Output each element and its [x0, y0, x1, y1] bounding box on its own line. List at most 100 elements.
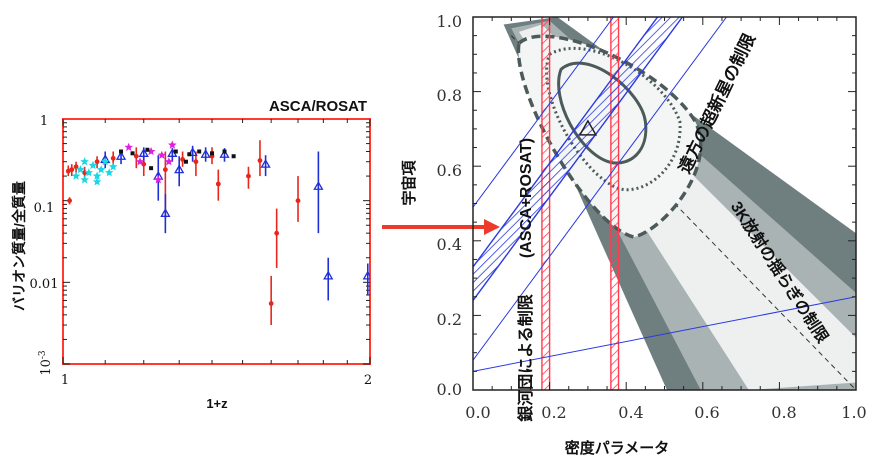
star-marker: [76, 165, 85, 174]
plot-frame: [62, 118, 371, 365]
best-fit-triangle: [578, 119, 598, 136]
x-tick-label: 1: [61, 373, 69, 388]
x-tick-labels: 0.0 0.2 0.4 0.6 0.8 1.0: [465, 403, 866, 422]
red-dot-marker: [162, 167, 168, 173]
chart-title: ASCA/ROSAT: [269, 98, 367, 115]
square-marker: [231, 154, 236, 159]
square-marker: [183, 159, 188, 164]
star-marker: [146, 147, 156, 156]
star-marker: [71, 171, 81, 180]
square-marker: [145, 147, 150, 152]
red-dot-marker: [268, 301, 274, 306]
y-tick-labels: 0.0 0.2 0.4 0.6 0.8 1.0: [437, 12, 462, 399]
red-dot-marker: [257, 158, 263, 163]
triangle-marker: [323, 270, 334, 280]
sn-line: [473, 17, 684, 301]
data-points: [65, 140, 370, 326]
transition-arrow: [382, 219, 500, 235]
y-tick-label: 0.8: [437, 86, 462, 105]
cluster-hatch: [610, 17, 619, 390]
x-axis-label: 1+z: [206, 396, 228, 411]
y-tick-label: 1.0: [437, 12, 462, 31]
red-dot-marker: [67, 198, 72, 204]
square-marker: [222, 149, 227, 154]
star-marker: [168, 140, 177, 149]
sn-line: [473, 17, 659, 268]
star-marker: [100, 157, 110, 166]
red-dot-marker: [141, 161, 147, 167]
triangle-marker: [138, 148, 149, 157]
minor-ticks: [62, 119, 371, 365]
cluster-label-a: 銀河団による制限: [516, 293, 535, 422]
x-tick-label: 0.4: [618, 403, 643, 422]
star-marker: [154, 175, 163, 184]
x-tick-label: 2: [364, 373, 372, 388]
star-marker: [104, 168, 114, 177]
x-tick-label: 1.0: [841, 403, 866, 422]
sn-line: [473, 296, 856, 372]
square-marker: [197, 149, 202, 154]
red-dot-marker: [180, 157, 185, 162]
triangle-marker: [362, 270, 370, 280]
cluster-hatch: [541, 17, 550, 390]
y-tick-label: 0.2: [437, 310, 462, 329]
red-dot-marker: [69, 167, 75, 173]
square-marker: [210, 151, 215, 156]
x-tick-label: 0.2: [541, 403, 566, 422]
red-dot-marker: [193, 159, 199, 165]
red-dot-marker: [110, 155, 116, 161]
cluster-label: 銀河団による制限 (ASCA+ROSAT): [516, 138, 535, 422]
contour-3sigma: [516, 34, 703, 239]
square-marker: [119, 149, 124, 154]
x-tick-label: 0.6: [694, 403, 719, 422]
square-marker: [173, 149, 178, 154]
y-tick-label: 0.1: [34, 201, 55, 216]
star-marker: [135, 157, 145, 166]
x-tick-label: 0.0: [465, 403, 490, 422]
star-marker: [157, 150, 167, 159]
triangle-marker: [187, 147, 198, 157]
star-marker: [124, 142, 133, 151]
contour-2sigma: [545, 47, 682, 192]
star-marker: [84, 168, 94, 177]
square-marker: [187, 152, 192, 157]
y-axis-label: バリオン質量/全質量: [11, 181, 27, 311]
y-tick-label: 0.4: [437, 235, 462, 254]
sn-line: [473, 17, 615, 208]
cluster-label-b: (ASCA+ROSAT): [518, 138, 535, 258]
y-tick-label: 0.0: [437, 380, 462, 399]
red-dot-marker: [274, 230, 280, 236]
square-marker: [130, 151, 135, 156]
star-marker: [92, 171, 102, 180]
sn-line: [473, 17, 728, 361]
star-marker: [80, 175, 89, 184]
star-marker: [80, 157, 89, 166]
triangle-marker: [219, 148, 230, 158]
baryon-fraction-plot: ASCA/ROSAT 1 0.1 0.01 10-3 1 2 1+z バリオン質…: [11, 98, 372, 411]
y-tick-label: 0.01: [30, 277, 59, 292]
triangle-marker: [200, 148, 211, 158]
x-axis-label: 密度パラメータ: [565, 439, 670, 457]
star-marker: [108, 162, 118, 171]
x-tick-label: 0.8: [771, 403, 796, 422]
triangle-marker: [260, 158, 271, 168]
y-tick-label: 10-3: [38, 350, 54, 376]
triangle-marker: [174, 164, 185, 174]
star-marker: [88, 160, 98, 170]
red-dot-marker: [215, 181, 221, 187]
red-dot-marker: [133, 153, 139, 159]
red-dot-marker: [246, 173, 251, 179]
contour-1sigma: [557, 61, 648, 165]
confidence-contours: [516, 34, 703, 239]
red-dot-marker: [73, 164, 79, 170]
supernova-band: [473, 17, 856, 372]
square-marker: [149, 166, 154, 171]
y-tick-label: 1: [40, 114, 48, 129]
axis-ticks: [472, 16, 857, 391]
star-marker: [164, 157, 174, 166]
star-marker: [92, 177, 102, 186]
triangle-marker: [160, 208, 171, 217]
red-dot-marker: [94, 159, 100, 165]
triangle-marker: [313, 180, 324, 190]
